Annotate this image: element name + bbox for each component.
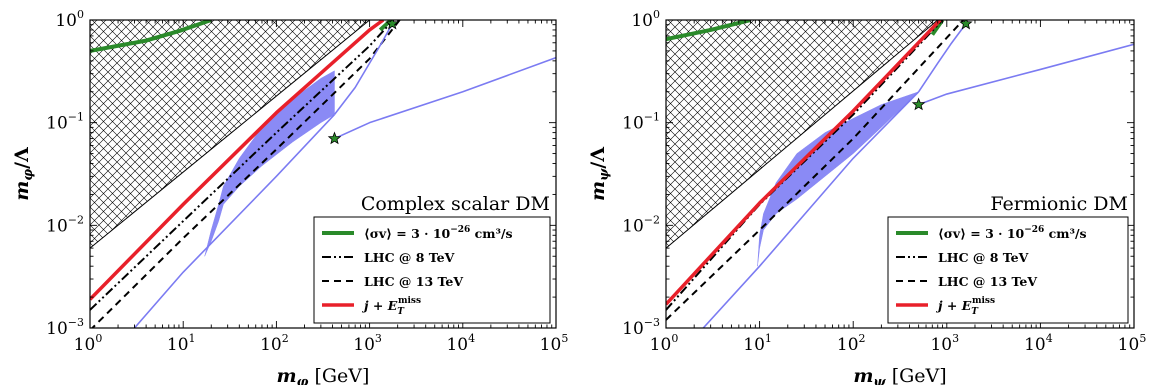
series-lhc13 — [90, 20, 401, 328]
legend-label: ⟨σv⟩ = 3 · 10−26 cm³/s — [938, 225, 1087, 241]
series-monojet — [90, 20, 385, 301]
y-tick-label: 100 — [55, 8, 84, 31]
x-axis-label: mψ [GeV] — [853, 365, 946, 385]
star-marker — [911, 97, 926, 111]
y-axis-label: mφ/Λ — [11, 147, 36, 201]
ticks — [89, 19, 557, 329]
star-marker — [385, 20, 400, 30]
series-monojet — [666, 20, 942, 306]
y-tick-label: 100 — [631, 8, 660, 31]
series-relic-left — [90, 20, 212, 53]
y-tick-label: 10−3 — [622, 316, 660, 339]
series-blue-lower — [702, 91, 920, 328]
ticks — [665, 19, 1135, 329]
legend: ⟨σv⟩ = 3 · 10−26 cm³/s LHC @ 8 TeV LHC @ 1… — [887, 216, 1129, 324]
y-tick-label: 10−1 — [46, 111, 84, 134]
x-tick-label: 104 — [446, 332, 475, 355]
x-tick-label: 101 — [167, 332, 196, 355]
x-tick-label: 100 — [74, 332, 103, 355]
series-blue-threshold — [918, 43, 1134, 106]
x-tick-label: 105 — [540, 332, 569, 355]
star-marker — [959, 20, 973, 30]
series-lhc13 — [666, 20, 965, 321]
excluded-region-edge — [666, 20, 939, 249]
x-axis-label: mφ [GeV] — [277, 365, 370, 385]
x-tick-label: 104 — [1024, 332, 1053, 355]
series-blue-upper — [333, 23, 393, 116]
star-marker — [327, 131, 342, 145]
plot-area — [666, 20, 1134, 328]
series-relic-left — [666, 20, 752, 42]
legend-label: LHC @ 13 TeV — [938, 274, 1037, 289]
x-tick-label: 102 — [260, 332, 289, 355]
legend-label: j + ETmiss — [361, 296, 421, 317]
legend-label: ⟨σv⟩ = 3 · 10−26 cm³/s — [364, 225, 513, 241]
axes-frame — [665, 19, 1135, 329]
x-tick-label: 101 — [743, 332, 772, 355]
y-axis-label: mψ/Λ — [587, 147, 612, 201]
panel-annotation: Complex scalar DM — [361, 193, 550, 215]
x-tick-label: 105 — [1118, 332, 1147, 355]
legend: ⟨σv⟩ = 3 · 10−26 cm³/s LHC @ 8 TeV LHC @ 1… — [313, 216, 551, 324]
series-lhc8 — [666, 20, 944, 311]
axes-frame — [89, 19, 557, 329]
series-blue-upper — [917, 23, 967, 93]
y-tick-label: 10−2 — [622, 213, 660, 236]
legend-label: LHC @ 8 TeV — [364, 250, 455, 265]
right-panel: 100 101 102 103 104 105 10−3 10−2 10−1 100 mψ [GeV… — [587, 8, 1146, 385]
plot-area — [90, 20, 556, 328]
x-tick-label: 102 — [837, 332, 866, 355]
series-blue-threshold — [334, 56, 556, 140]
series-lhc8 — [90, 20, 395, 311]
panel-annotation: Fermionic DM — [990, 193, 1128, 215]
legend-label: LHC @ 8 TeV — [938, 250, 1029, 265]
legend-label: LHC @ 13 TeV — [364, 274, 463, 289]
x-tick-label: 103 — [930, 332, 959, 355]
y-tick-label: 10−3 — [46, 316, 84, 339]
series-blue-lower — [133, 113, 336, 328]
left-panel: 100 101 102 103 104 105 10−3 10−2 10−1 100 mφ [GeV… — [11, 8, 568, 385]
y-tick-label: 10−2 — [46, 213, 84, 236]
excluded-region-edge — [90, 20, 370, 249]
x-tick-label: 103 — [353, 332, 382, 355]
legend-label: j + ETmiss — [935, 296, 995, 317]
y-tick-label: 10−1 — [622, 111, 660, 134]
x-tick-label: 100 — [650, 332, 679, 355]
